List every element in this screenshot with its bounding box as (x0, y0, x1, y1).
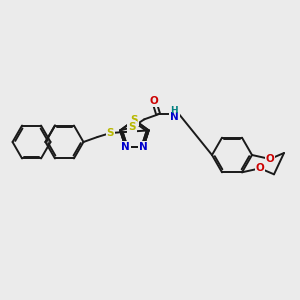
Text: N: N (121, 142, 130, 152)
Text: O: O (150, 96, 159, 106)
Text: S: S (131, 115, 138, 125)
Text: H: H (170, 106, 178, 115)
Text: O: O (256, 163, 264, 173)
Text: O: O (266, 154, 274, 164)
Text: N: N (170, 112, 178, 122)
Text: S: S (128, 122, 136, 132)
Text: N: N (139, 142, 148, 152)
Text: S: S (107, 128, 114, 138)
